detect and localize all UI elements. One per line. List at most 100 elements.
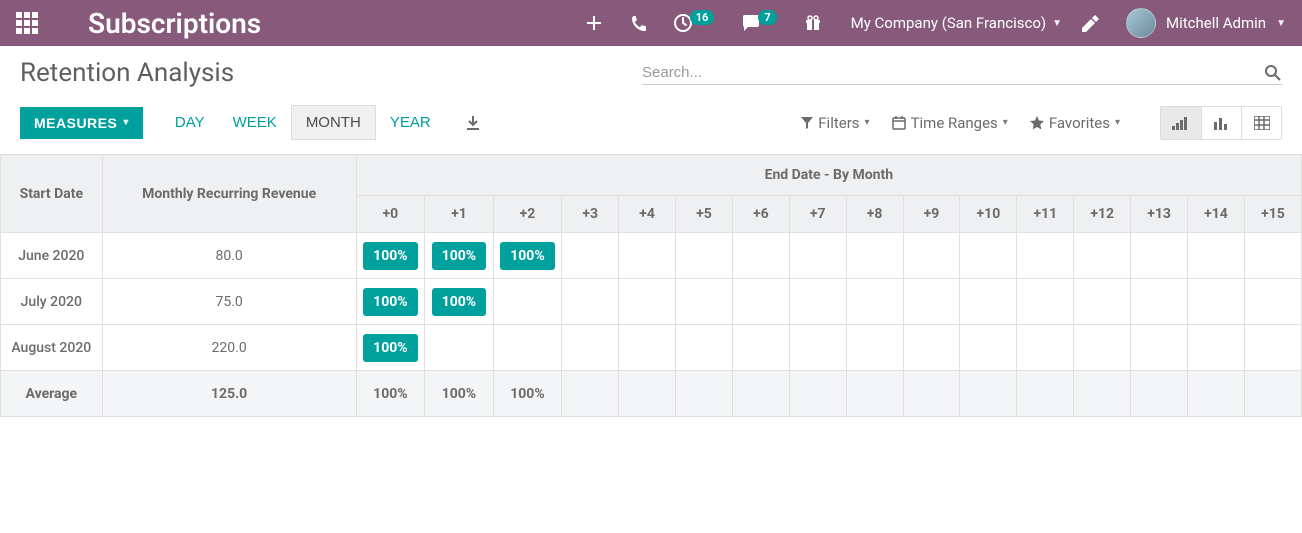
favorites-button[interactable]: Favorites ▾ [1030, 114, 1120, 132]
download-icon[interactable] [465, 115, 481, 131]
messages-badge: 7 [758, 10, 776, 25]
period-day[interactable]: DAY [161, 105, 219, 140]
cell-value [1244, 325, 1301, 371]
messages-icon[interactable]: 7 [742, 15, 776, 31]
cell-value [960, 233, 1017, 279]
cell-value [619, 325, 676, 371]
cell-value: 100% [425, 233, 494, 279]
activity-badge: 16 [690, 10, 715, 25]
col-offset: +8 [846, 196, 903, 233]
cell-value [1131, 371, 1188, 417]
cell-value [903, 325, 960, 371]
app-title: Subscriptions [88, 7, 261, 40]
filters-button[interactable]: Filters ▾ [801, 114, 869, 132]
cell-value [562, 233, 619, 279]
cell-mrr: 75.0 [102, 279, 356, 325]
search-icon[interactable] [1264, 64, 1282, 82]
favorites-label: Favorites [1049, 114, 1110, 132]
table-row: August 2020220.0100% [1, 325, 1302, 371]
col-offset: +3 [562, 196, 619, 233]
cell-value [846, 371, 903, 417]
col-offset: +10 [960, 196, 1017, 233]
col-offset: +1 [425, 196, 494, 233]
cell-value [732, 371, 789, 417]
cell-value [1074, 279, 1131, 325]
time-ranges-button[interactable]: Time Ranges ▾ [892, 114, 1008, 132]
user-menu[interactable]: Mitchell Admin ▼ [1126, 8, 1286, 38]
cell-value [846, 279, 903, 325]
cell-start: July 2020 [1, 279, 103, 325]
cell-value [846, 325, 903, 371]
cell-mrr: 220.0 [102, 325, 356, 371]
titlebar: Retention Analysis [0, 46, 1302, 97]
col-group: End Date - By Month [356, 155, 1301, 196]
table-row: June 202080.0100%100%100% [1, 233, 1302, 279]
cell-value [1074, 325, 1131, 371]
retention-pill: 100% [363, 334, 417, 362]
gift-icon[interactable] [805, 15, 821, 31]
col-start-date: Start Date [1, 155, 103, 233]
measures-button[interactable]: MEASURES ▾ [20, 107, 143, 139]
cell-value [789, 279, 846, 325]
cell-value [493, 279, 562, 325]
col-offset: +6 [732, 196, 789, 233]
col-offset: +0 [356, 196, 425, 233]
view-list-icon[interactable] [1241, 107, 1281, 139]
cell-value [562, 279, 619, 325]
company-selector[interactable]: My Company (San Francisco) ▼ [851, 14, 1062, 32]
cell-value [562, 325, 619, 371]
cell-value [619, 233, 676, 279]
time-ranges-label: Time Ranges [911, 114, 998, 132]
caret-down-icon: ▾ [1003, 117, 1008, 128]
page-title: Retention Analysis [20, 58, 234, 88]
cell-value [676, 233, 733, 279]
cell-start: August 2020 [1, 325, 103, 371]
caret-down-icon: ▾ [123, 117, 129, 128]
controls-bar: MEASURES ▾ DAYWEEKMONTHYEAR Filters ▾ Ti… [0, 97, 1302, 154]
period-year[interactable]: YEAR [376, 105, 445, 140]
cell-value [1188, 279, 1245, 325]
view-cohort-icon[interactable] [1161, 107, 1201, 139]
search-input[interactable] [642, 64, 1264, 81]
cell-mrr: 80.0 [102, 233, 356, 279]
col-offset: +13 [1131, 196, 1188, 233]
col-offset: +7 [789, 196, 846, 233]
period-week[interactable]: WEEK [219, 105, 291, 140]
cell-value [676, 279, 733, 325]
apps-grid-icon[interactable] [16, 12, 38, 34]
caret-down-icon: ▼ [1052, 18, 1062, 29]
cell-value: 100% [493, 371, 562, 417]
cell-value [1188, 325, 1245, 371]
col-offset: +14 [1188, 196, 1245, 233]
activity-icon[interactable]: 16 [674, 14, 715, 32]
table-row: July 202075.0100%100% [1, 279, 1302, 325]
filters-label: Filters [818, 114, 859, 132]
avatar [1126, 8, 1156, 38]
cell-value [562, 371, 619, 417]
new-icon[interactable] [586, 15, 602, 31]
cell-value [619, 371, 676, 417]
cell-value [676, 371, 733, 417]
cell-value [789, 233, 846, 279]
col-offset: +12 [1074, 196, 1131, 233]
cell-value [903, 233, 960, 279]
col-offset: +11 [1017, 196, 1074, 233]
cell-value [960, 371, 1017, 417]
cell-value [903, 279, 960, 325]
period-group: DAYWEEKMONTHYEAR [161, 105, 445, 140]
cell-value [960, 325, 1017, 371]
cell-value [1131, 325, 1188, 371]
app-header: Subscriptions 16 7 My Company (San Franc… [0, 0, 1302, 46]
cell-value [1017, 325, 1074, 371]
tools-icon[interactable] [1082, 14, 1100, 32]
average-row: Average125.0100%100%100% [1, 371, 1302, 417]
cell-value [1131, 279, 1188, 325]
cell-value [619, 279, 676, 325]
period-month[interactable]: MONTH [291, 105, 376, 140]
user-name: Mitchell Admin [1166, 14, 1266, 32]
retention-pill: 100% [432, 242, 486, 270]
view-bar-icon[interactable] [1201, 107, 1241, 139]
cell-value [846, 233, 903, 279]
filter-group: Filters ▾ Time Ranges ▾ Favorites ▾ [801, 114, 1120, 132]
phone-icon[interactable] [630, 15, 646, 31]
